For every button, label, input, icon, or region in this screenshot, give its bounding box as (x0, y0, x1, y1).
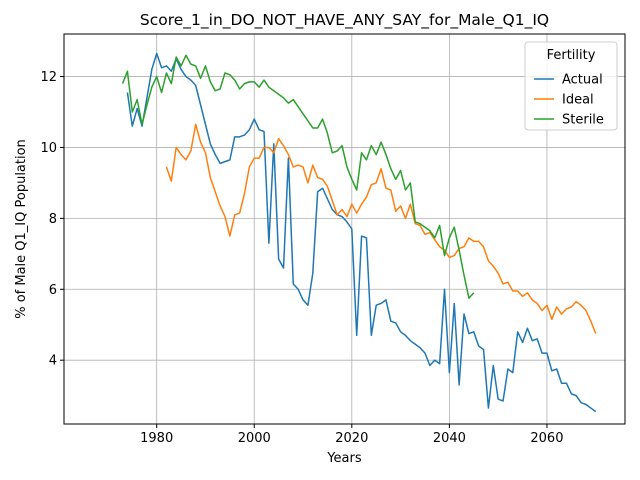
x-tick-label: 2000 (238, 431, 271, 446)
axis-ticks: 1980 2000 2020 2040 2060 4 6 8 10 12 (40, 70, 563, 446)
legend-entries: Actual Ideal Sterile (534, 73, 604, 128)
y-tick-label: 8 (49, 212, 57, 227)
legend-label-actual: Actual (562, 73, 603, 88)
legend: Fertility Actual Ideal Sterile (524, 41, 618, 131)
series-line-ideal (165, 123, 597, 334)
y-tick-label: 10 (40, 141, 57, 156)
y-tick-label: 4 (49, 354, 57, 369)
x-axis-label: Years (326, 451, 362, 466)
y-tick-label: 6 (49, 283, 57, 298)
series-lines (121, 52, 597, 413)
legend-label-ideal: Ideal (562, 93, 594, 108)
x-tick-label: 2060 (530, 431, 563, 446)
legend-label-sterile: Sterile (562, 113, 604, 128)
series-line-actual (126, 52, 597, 413)
series-line-sterile (121, 54, 475, 299)
y-axis-label: % of Male Q1_IQ Population (14, 139, 29, 319)
y-tick-label: 12 (40, 70, 57, 85)
legend-box (524, 41, 618, 131)
x-tick-label: 2020 (335, 431, 368, 446)
legend-title: Fertility (547, 48, 596, 63)
plot-frame (63, 33, 626, 425)
x-tick-label: 2040 (433, 431, 466, 446)
chart-title: Score_1_in_DO_NOT_HAVE_ANY_SAY_for_Male_… (140, 11, 549, 30)
x-tick-label: 1980 (140, 431, 173, 446)
